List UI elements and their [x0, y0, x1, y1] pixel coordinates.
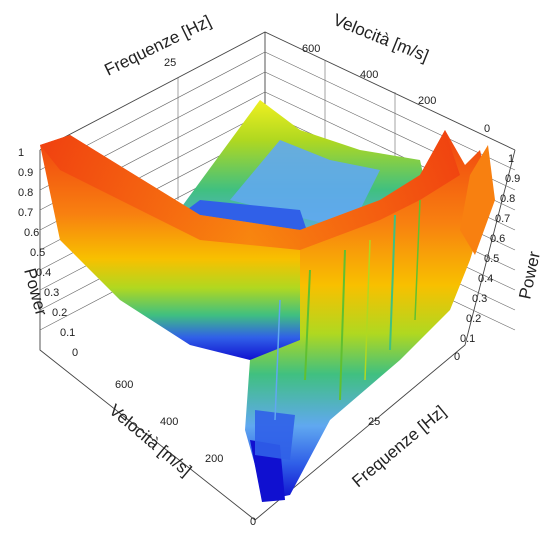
power-tick-right-04: 0.4 [478, 273, 493, 285]
power-tick-right-0: 0 [454, 351, 460, 363]
power-tick-right-07: 0.7 [495, 213, 510, 225]
velocity-label-top: Velocità [m/s] [331, 10, 432, 65]
velocity-tick-top-200: 200 [418, 95, 436, 107]
power-tick-left-1: 1 [18, 147, 24, 159]
velocity-tick-top-600: 600 [302, 43, 320, 55]
power-tick-right-06: 0.6 [490, 233, 505, 245]
power-tick-left-06: 0.6 [24, 227, 39, 239]
frequency-tick-top-25: 25 [164, 57, 176, 69]
power-ticks-left: 1 0.9 0.8 0.7 0.6 0.5 0.4 0.3 0.2 0.1 0 [18, 147, 78, 359]
power-tick-left-04: 0.4 [36, 267, 51, 279]
velocity-tick-top-0: 0 [484, 123, 490, 135]
frequency-tick-bottom-25: 25 [368, 416, 380, 428]
power-ticks-right: 1 0.9 0.8 0.7 0.6 0.5 0.4 0.3 0.2 0.1 0 [454, 153, 520, 363]
velocity-label-bottom: Velocità [m/s] [105, 401, 195, 481]
velocity-tick-bottom-600: 600 [115, 379, 133, 391]
power-tick-right-09: 0.9 [505, 173, 520, 185]
power-tick-left-01: 0.1 [60, 327, 75, 339]
power-tick-right-08: 0.8 [500, 193, 515, 205]
surface [40, 100, 495, 502]
power-tick-right-03: 0.3 [472, 293, 487, 305]
power-tick-right-05: 0.5 [484, 253, 499, 265]
power-tick-right-1: 1 [508, 153, 514, 165]
power-tick-left-0: 0 [72, 347, 78, 359]
velocity-ticks-top: 600 400 200 0 [302, 43, 490, 135]
power-tick-left-02: 0.2 [52, 307, 67, 319]
velocity-tick-bottom-400: 400 [160, 416, 178, 428]
power-tick-left-09: 0.9 [18, 167, 33, 179]
frequency-label-top: Frequenze [Hz] [101, 12, 214, 80]
velocity-tick-top-400: 400 [360, 69, 378, 81]
velocity-tick-bottom-0: 0 [250, 516, 256, 528]
velocity-ticks-bottom: 600 400 200 0 [115, 379, 256, 528]
power-tick-left-03: 0.3 [44, 287, 59, 299]
power-tick-left-05: 0.5 [30, 247, 45, 259]
frequency-label-bottom: Frequenze [Hz] [348, 402, 449, 491]
power-label-right: Power [515, 249, 544, 300]
power-tick-left-07: 0.7 [18, 207, 33, 219]
power-tick-left-08: 0.8 [18, 187, 33, 199]
power-tick-right-02: 0.2 [466, 313, 481, 325]
velocity-tick-bottom-200: 200 [205, 453, 223, 465]
power-tick-right-01: 0.1 [460, 333, 475, 345]
